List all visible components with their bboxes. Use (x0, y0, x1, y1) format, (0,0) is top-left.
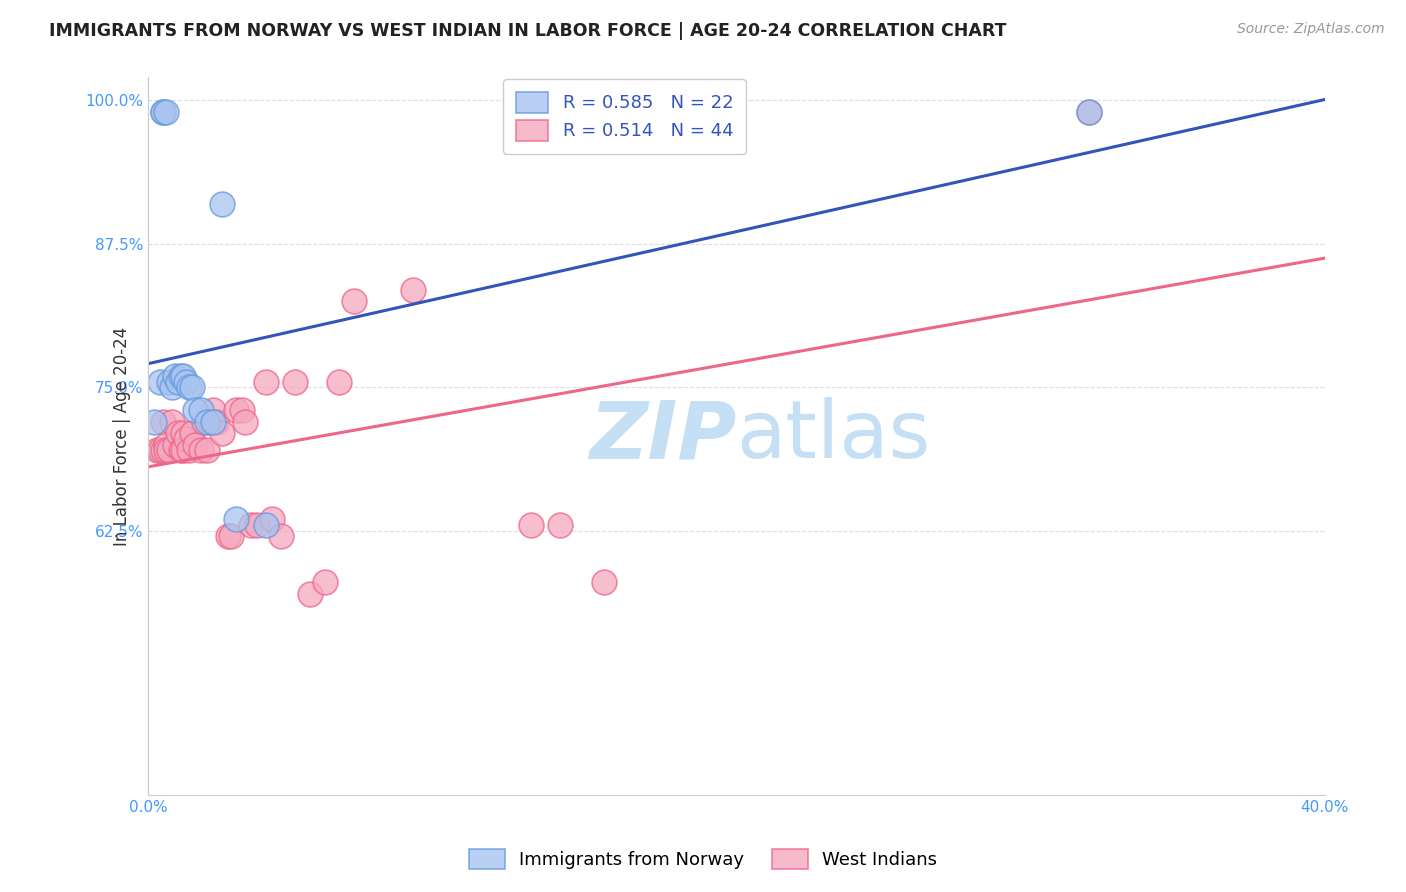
Point (217, 529, 239, 543)
Point (1078, 104, 1101, 119)
Point (193, 415, 215, 429)
Point (211, 426, 233, 441)
Point (172, 443, 194, 458)
Point (160, 380, 183, 394)
Point (181, 426, 204, 441)
Point (152, 443, 174, 458)
Point (195, 443, 218, 458)
Point (172, 426, 194, 441)
Point (343, 294, 366, 309)
Point (143, 415, 166, 429)
Point (184, 403, 207, 417)
Text: IMMIGRANTS FROM NORWAY VS WEST INDIAN IN LABOR FORCE | AGE 20-24 CORRELATION CHA: IMMIGRANTS FROM NORWAY VS WEST INDIAN IN… (49, 22, 1007, 40)
Point (270, 529, 292, 543)
Point (166, 426, 188, 441)
Legend: R = 0.585   N = 22, R = 0.514   N = 44: R = 0.585 N = 22, R = 0.514 N = 44 (503, 79, 747, 153)
Point (254, 518, 277, 533)
Text: atlas: atlas (737, 397, 931, 475)
Point (152, 415, 174, 429)
Point (402, 283, 425, 297)
Point (231, 403, 253, 417)
Point (593, 575, 616, 590)
Point (184, 438, 207, 452)
Point (181, 380, 204, 394)
Point (176, 432, 198, 446)
Point (240, 518, 263, 533)
Point (254, 375, 277, 389)
Point (155, 443, 177, 458)
Point (246, 518, 269, 533)
Point (152, 104, 174, 119)
Point (179, 380, 201, 394)
Text: Source: ZipAtlas.com: Source: ZipAtlas.com (1237, 22, 1385, 37)
Point (211, 196, 233, 211)
Point (548, 518, 571, 533)
Point (163, 438, 186, 452)
Point (198, 415, 221, 429)
Point (155, 104, 177, 119)
Point (201, 415, 224, 429)
Point (201, 403, 224, 417)
Point (190, 443, 212, 458)
Point (157, 443, 180, 458)
Point (149, 375, 172, 389)
Point (233, 415, 256, 429)
Point (160, 415, 183, 429)
Point (314, 575, 336, 590)
Point (179, 443, 201, 458)
Point (169, 443, 191, 458)
Point (166, 375, 188, 389)
Point (219, 529, 242, 543)
Point (163, 368, 186, 383)
Point (152, 104, 174, 119)
Text: ZIP: ZIP (589, 397, 737, 475)
Point (328, 375, 350, 389)
Point (298, 587, 321, 601)
Point (157, 375, 180, 389)
Point (155, 438, 177, 452)
Point (1078, 104, 1101, 119)
Point (225, 403, 247, 417)
Point (260, 512, 283, 526)
Point (149, 443, 172, 458)
Point (176, 375, 198, 389)
Point (146, 443, 169, 458)
Legend: Immigrants from Norway, West Indians: Immigrants from Norway, West Indians (460, 839, 946, 879)
Point (519, 518, 541, 533)
Point (284, 375, 307, 389)
Point (172, 368, 194, 383)
Point (195, 415, 218, 429)
Point (225, 512, 247, 526)
Y-axis label: In Labor Force | Age 20-24: In Labor Force | Age 20-24 (114, 326, 132, 546)
Point (169, 368, 191, 383)
Point (190, 403, 212, 417)
Point (204, 415, 226, 429)
